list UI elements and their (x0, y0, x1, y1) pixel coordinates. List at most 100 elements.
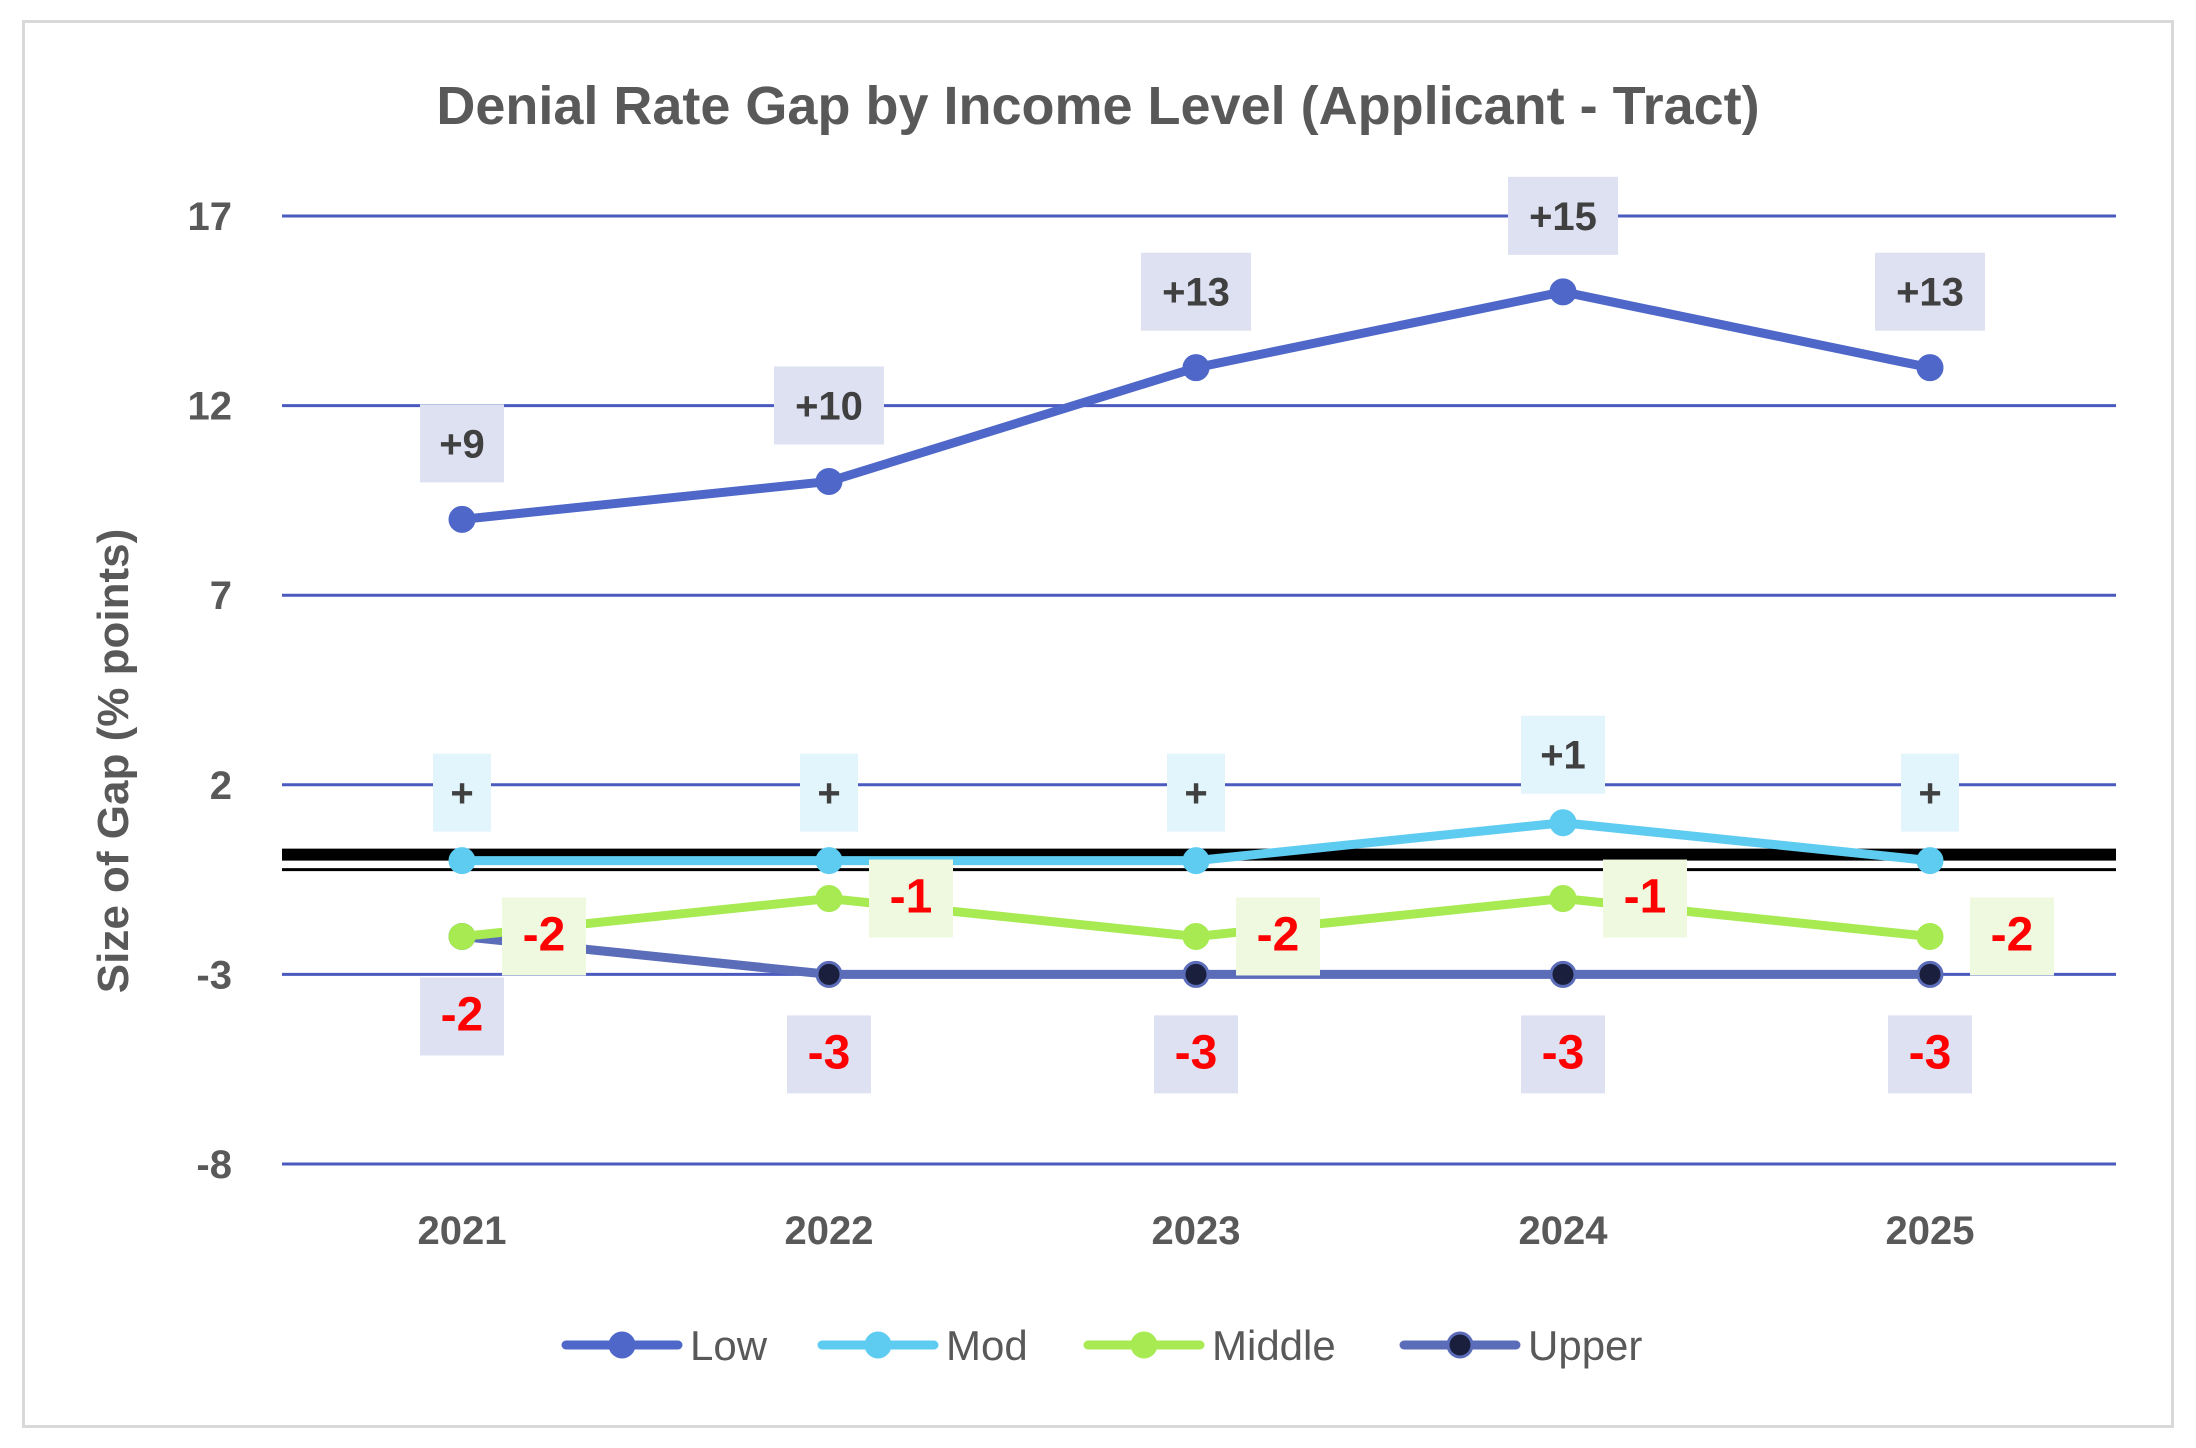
legend-item-low: Low (561, 1322, 768, 1369)
legend-label: Mod (946, 1322, 1028, 1369)
data-label-low: +13 (1141, 252, 1251, 331)
data-label-text: -3 (808, 1026, 851, 1079)
data-point-upper (1916, 960, 1944, 988)
data-label-text: + (1918, 772, 1941, 816)
data-label-text: +15 (1529, 195, 1597, 239)
data-label-box (502, 897, 586, 976)
data-label-text: -1 (890, 871, 933, 924)
data-point-low (1182, 354, 1210, 382)
data-label-box (1141, 252, 1251, 331)
data-label-box (800, 753, 858, 832)
x-tick-label: 2022 (785, 1209, 874, 1253)
y-tick-label: -8 (196, 1143, 232, 1187)
legend-swatch-marker (1130, 1331, 1158, 1359)
legend: Low Mod Middle Upper (561, 1322, 1642, 1369)
legend-swatch-marker (864, 1331, 892, 1359)
data-label-text: -2 (441, 988, 484, 1041)
data-label-box (1154, 1015, 1238, 1094)
data-label-box (1521, 715, 1605, 794)
data-label-box (1236, 897, 1320, 976)
data-label-text: + (1184, 772, 1207, 816)
legend-label: Low (690, 1322, 768, 1369)
data-label-text: -1 (1624, 871, 1667, 924)
data-label-mod: + (433, 753, 491, 832)
data-label-box (1901, 753, 1959, 832)
data-point-mod (1549, 809, 1577, 837)
y-axis-ticks: 17 12 7 2 -3 -8 (188, 195, 233, 1187)
chart-title: Denial Rate Gap by Income Level (Applica… (436, 76, 1759, 136)
data-label-text: +13 (1896, 271, 1964, 315)
data-label-low: +15 (1508, 176, 1618, 255)
data-label-box (1970, 897, 2054, 976)
data-labels: +9 +10 +13 +15 +13 + + + +1 + -2 -1 -2 -1 -2 -2 -3 -3 -3 -3 (420, 176, 2054, 1094)
data-label-upper: -3 (1888, 1015, 1972, 1094)
series-mod (448, 809, 1944, 875)
data-label-middle: -2 (1970, 897, 2054, 976)
data-label-mod: + (800, 753, 858, 832)
series-lines (448, 278, 1944, 988)
data-label-upper: -3 (787, 1015, 871, 1094)
data-point-mod (815, 847, 843, 875)
data-label-middle: -2 (1236, 897, 1320, 976)
x-tick-label: 2021 (418, 1209, 507, 1253)
data-label-text: -3 (1175, 1026, 1218, 1079)
legend-swatch-marker (1446, 1331, 1474, 1359)
y-tick-label: 17 (188, 195, 233, 239)
data-label-mod: + (1901, 753, 1959, 832)
x-axis-ticks: 2021 2022 2023 2024 2025 (418, 1209, 1975, 1253)
data-point-mod (1916, 847, 1944, 875)
data-point-upper (1182, 960, 1210, 988)
legend-item-middle: Middle (1083, 1322, 1336, 1369)
x-tick-label: 2024 (1519, 1209, 1609, 1253)
data-label-box (420, 977, 504, 1056)
data-label-box (1888, 1015, 1972, 1094)
data-label-box (774, 366, 884, 445)
data-label-text: +1 (1540, 734, 1586, 778)
data-label-text: +13 (1162, 271, 1230, 315)
legend-label: Upper (1528, 1322, 1642, 1369)
data-label-upper: -2 (420, 977, 504, 1056)
data-point-mod (448, 847, 476, 875)
data-label-upper: -3 (1521, 1015, 1605, 1094)
data-point-low (1916, 354, 1944, 382)
y-tick-label: 12 (188, 385, 233, 429)
data-label-box (869, 859, 953, 938)
data-label-text: -3 (1909, 1026, 1952, 1079)
data-label-low: +13 (1875, 252, 1985, 331)
data-label-middle: -2 (502, 897, 586, 976)
data-point-middle (1549, 885, 1577, 913)
chart-frame (22, 20, 2174, 1428)
data-point-middle (448, 922, 476, 950)
legend-label: Middle (1212, 1322, 1336, 1369)
data-label-middle: -1 (869, 859, 953, 938)
data-label-text: -3 (1542, 1026, 1585, 1079)
legend-swatch-marker (608, 1331, 636, 1359)
data-label-middle: -1 (1603, 859, 1687, 938)
x-tick-label: 2025 (1886, 1209, 1975, 1253)
data-point-low (1549, 278, 1577, 306)
data-point-upper (815, 960, 843, 988)
data-label-box (1521, 1015, 1605, 1094)
data-label-mod: +1 (1521, 715, 1605, 794)
data-label-text: +9 (439, 422, 485, 466)
data-label-text: -2 (1257, 908, 1300, 961)
data-label-mod: + (1167, 753, 1225, 832)
data-label-low: +10 (774, 366, 884, 445)
data-point-low (448, 505, 476, 533)
x-tick-label: 2023 (1152, 1209, 1241, 1253)
y-tick-label: 7 (210, 574, 232, 618)
data-label-text: -2 (1991, 908, 2034, 961)
y-tick-label: 2 (210, 764, 232, 808)
data-label-box (1167, 753, 1225, 832)
data-label-low: +9 (420, 404, 504, 483)
legend-item-upper: Upper (1399, 1322, 1642, 1369)
data-label-box (1603, 859, 1687, 938)
series-low (448, 278, 1944, 533)
data-label-box (420, 404, 504, 483)
data-point-upper (1549, 960, 1577, 988)
data-label-upper: -3 (1154, 1015, 1238, 1094)
y-tick-label: -3 (196, 953, 232, 997)
data-label-box (1875, 252, 1985, 331)
data-point-middle (815, 885, 843, 913)
